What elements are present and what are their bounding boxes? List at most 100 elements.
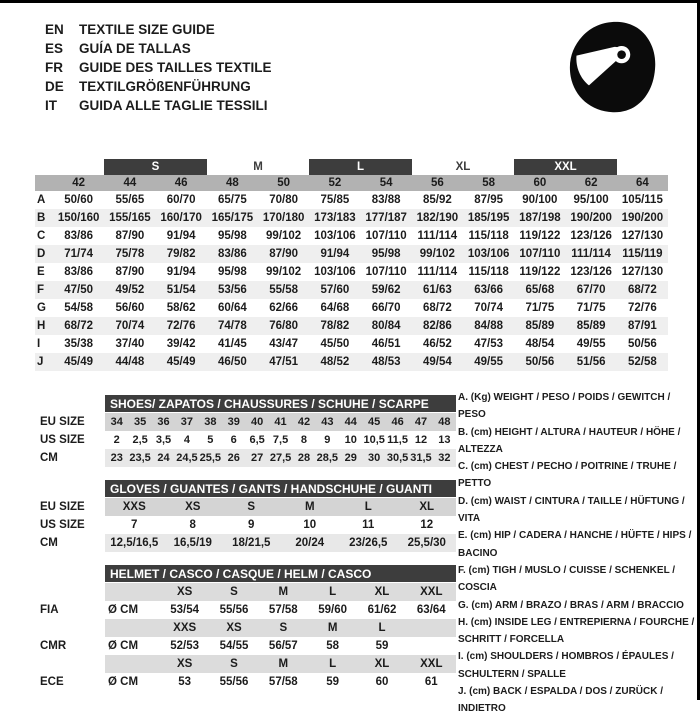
shoe-eu-cell: 37 — [180, 416, 194, 428]
glove-cm-cell: 20/24 — [295, 537, 325, 549]
shoe-us-cell: 6,5 — [249, 434, 265, 446]
shoe-cm-cell: 26 — [227, 452, 240, 464]
measurement-cell: 55/58 — [269, 284, 299, 296]
gloves-eu-row: EU SIZE XXS XS S M L XL — [40, 498, 456, 516]
shoe-us-cell: 6 — [230, 434, 237, 446]
measurement-cell: 75/85 — [320, 194, 350, 206]
measurement-cell: 170/180 — [262, 212, 305, 224]
measurement-cell: 41/45 — [217, 338, 247, 350]
shoe-eu-cell: 45 — [368, 416, 381, 428]
row-letter: A — [37, 194, 46, 206]
helmet-value-cell: 60 — [375, 676, 389, 688]
glove-cm-cell: 25,5/30 — [407, 537, 446, 549]
eu-size-label: EU SIZE — [40, 416, 85, 428]
gloves-cm-row: CM 12,5/16,5 16,5/19 18/21,5 20/24 23/26,5 25… — [40, 534, 456, 552]
main-size-table: S M L XL XXL 42 44 46 48 50 52 54 56 58 60 62 64 A … — [35, 159, 668, 371]
ece-values-row: ECE Ø CM 53 55/56 57/58 59 60 61 — [40, 673, 456, 691]
measurement-cell: 35/38 — [64, 338, 94, 350]
helmet-size-cell: XS — [176, 658, 193, 670]
measurement-cell: 71/75 — [525, 302, 555, 314]
language-row: EN TEXTILE SIZE GUIDE — [45, 20, 272, 39]
shoe-us-cell: 8 — [300, 434, 308, 446]
measurement-cell: 49/52 — [115, 284, 145, 296]
measurement-cell: 107/110 — [365, 230, 407, 242]
legend-entry: A. (Kg) WEIGHT / PESO / POIDS / GEWITCH … — [458, 392, 671, 421]
glove-cm-cell: 23/26,5 — [349, 537, 388, 549]
shoe-cm-cell: 30 — [368, 452, 381, 464]
measurement-cell: 79/82 — [166, 248, 196, 260]
measurement-cell: 67/70 — [576, 284, 606, 296]
helmet-value-cell: 59 — [375, 640, 389, 652]
table-row: H 68/72 70/74 72/76 74/78 76/80 78/82 80/84 82/… — [35, 317, 668, 335]
language-code: FR — [45, 60, 63, 75]
shoe-cm-cell: 27 — [251, 452, 264, 464]
measurement-cell: 65/68 — [525, 284, 555, 296]
measurement-cell: 52/58 — [627, 356, 657, 368]
measurement-cell: 48/52 — [320, 356, 350, 368]
measurement-cell: 155/165 — [109, 212, 151, 224]
language-title: GUÍA DE TALLAS — [79, 41, 191, 56]
measurement-cell: 95/98 — [371, 248, 401, 260]
legend-entry: J. (cm) BACK / ESPALDA / DOS / ZURÜCK / … — [458, 686, 664, 715]
helmet-value-cell: 61 — [424, 676, 438, 688]
helmet-size-cell: M — [327, 622, 338, 634]
table-row: B 150/160 155/165 160/170 165/175 170/180 173… — [35, 209, 668, 227]
glove-us-cell: 12 — [420, 519, 434, 531]
gloves-table: GLOVES / GUANTES / GANTS / HANDSCHUHE / … — [40, 480, 456, 552]
measurement-cell: 48/53 — [371, 356, 401, 368]
shoe-cm-cell: 30,5 — [386, 452, 409, 464]
helmet-value-cell: 55/56 — [219, 604, 249, 616]
shoe-eu-cell: 36 — [157, 416, 170, 428]
measurement-cell: 84/88 — [474, 320, 504, 332]
shoe-eu-cell: 38 — [204, 416, 217, 428]
ece-label: ECE — [40, 676, 64, 688]
measurement-cell: 54/58 — [64, 302, 94, 314]
measurement-cell: 68/72 — [64, 320, 94, 332]
size-header-cell: 54 — [379, 177, 393, 189]
helmet-size-cell: S — [230, 658, 238, 670]
measurement-cell: 91/94 — [320, 248, 350, 260]
measurement-cell: 39/42 — [166, 338, 196, 350]
us-size-label: US SIZE — [40, 434, 85, 446]
size-header-cell: 56 — [430, 177, 444, 189]
measurement-cell: 68/72 — [422, 302, 452, 314]
measurement-cell: 56/60 — [115, 302, 145, 314]
language-row: FR GUIDE DES TAILLES TEXTILE — [45, 58, 272, 77]
measurement-cell: 99/102 — [419, 248, 455, 260]
shoe-eu-cell: 42 — [297, 416, 311, 428]
measurement-cell: 46/52 — [422, 338, 452, 350]
helmet-icon — [564, 16, 660, 124]
legend-entry: E. (cm) HIP / CADERA / HANCHE / HÜFTE / … — [458, 530, 692, 559]
measurement-cell: 57/60 — [320, 284, 350, 296]
table-row: E 83/86 87/90 91/94 95/98 99/102 103/106 107/1… — [35, 263, 668, 281]
measurement-cell: 71/74 — [64, 248, 94, 260]
helmet-size-cell: L — [329, 658, 337, 670]
glove-eu-cell: XS — [185, 501, 201, 513]
measurement-cell: 105/115 — [621, 194, 663, 206]
cm-label: CM — [40, 537, 58, 549]
shoe-eu-cell: 34 — [110, 416, 123, 428]
measurement-cell: 47/50 — [64, 284, 94, 296]
helmet-value-cell: 57/58 — [268, 604, 298, 616]
glove-cm-cell: 12,5/16,5 — [110, 537, 159, 549]
measurement-cell: 47/51 — [269, 356, 299, 368]
helmet-value-cell: 63/64 — [416, 604, 446, 616]
row-letter: B — [37, 212, 46, 224]
shoes-us-row: US SIZE 2 2,5 3,5 4 5 6 6,5 7,5 8 9 10 10,5 11,5 12 13 — [40, 431, 456, 449]
measurement-cell: 78/82 — [320, 320, 350, 332]
size-header-cell: 50 — [277, 177, 291, 189]
shoe-us-cell: 2 — [113, 434, 120, 446]
measurement-cell: 59/62 — [371, 284, 401, 296]
helmet-size-cell: S — [279, 622, 288, 634]
shoe-eu-cell: 39 — [227, 416, 240, 428]
measurement-cell: 127/130 — [621, 266, 664, 278]
shoe-cm-cell: 24 — [157, 452, 170, 464]
measurement-cell: 185/195 — [467, 212, 510, 224]
measurement-cell: 48/54 — [525, 338, 555, 350]
measurement-cell: 51/56 — [576, 356, 606, 368]
measurement-cell: 177/187 — [365, 212, 407, 224]
helmet-size-cell: L — [329, 586, 337, 598]
shoe-us-cell: 11,5 — [387, 434, 408, 446]
measurement-cell: 87/90 — [269, 248, 299, 260]
measurement-cell: 99/102 — [266, 266, 302, 278]
